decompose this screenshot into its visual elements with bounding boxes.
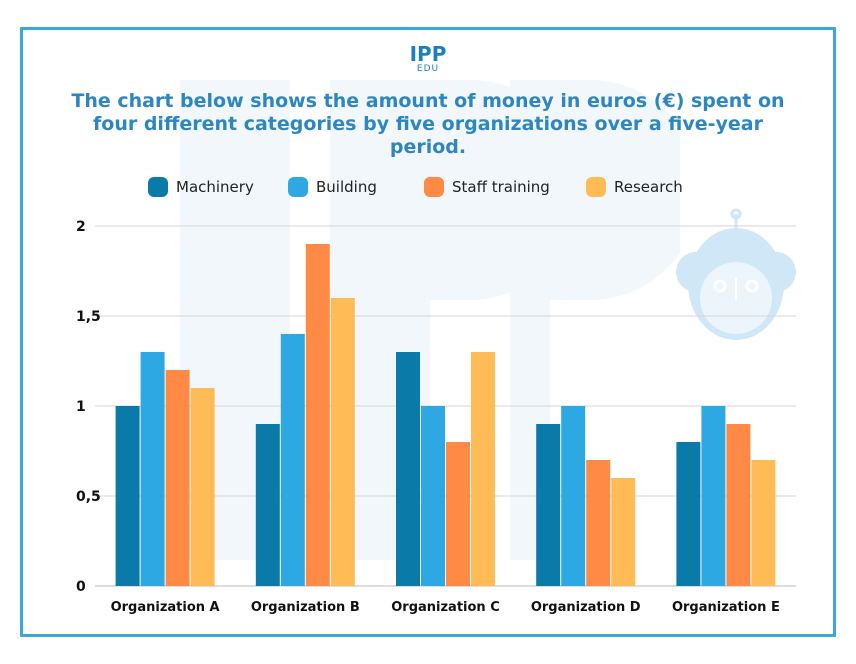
bar-staff-training-3: [586, 460, 611, 586]
legend-item-machinery: Machinery: [148, 175, 254, 199]
legend-label-staff-training: Staff training: [452, 178, 550, 196]
legend-item-building: Building: [288, 175, 377, 199]
bar-machinery-1: [255, 424, 280, 586]
bar-machinery-0: [115, 406, 140, 586]
bar-staff-training-4: [726, 424, 751, 586]
legend-label-building: Building: [316, 178, 377, 196]
legend-label-machinery: Machinery: [176, 178, 254, 196]
logo-main-text: IPP: [409, 42, 447, 66]
bar-staff-training-0: [165, 370, 190, 586]
legend-swatch-machinery: [148, 177, 168, 197]
y-tick-label-1: 0,5: [76, 489, 101, 505]
brand-logo: IPP EDU: [408, 44, 448, 80]
legend-item-research: Research: [586, 175, 683, 199]
chart-legend: Machinery Building Staff training Resear…: [0, 175, 856, 199]
x-tick-label-4: Organization E: [672, 600, 780, 615]
bar-research-4: [751, 460, 776, 586]
bar-building-0: [140, 352, 165, 586]
y-tick-label-3: 1,5: [76, 309, 101, 325]
legend-swatch-research: [586, 177, 606, 197]
bar-machinery-2: [396, 352, 420, 586]
x-tick-label-0: Organization A: [111, 600, 220, 615]
bar-staff-training-1: [305, 244, 330, 586]
bar-building-4: [701, 406, 726, 586]
x-tick-label-1: Organization B: [251, 600, 360, 615]
legend-item-staff-training: Staff training: [424, 175, 550, 199]
bar-building-2: [421, 406, 445, 586]
legend-swatch-building: [288, 177, 308, 197]
chart-title: The chart below shows the amount of mone…: [71, 90, 785, 158]
y-tick-label-2: 1: [76, 399, 86, 415]
logo-sub-text: EDU: [416, 64, 440, 74]
bar-research-1: [330, 298, 355, 586]
legend-swatch-staff-training: [424, 177, 444, 197]
bar-staff-training-2: [446, 442, 470, 586]
bar-machinery-4: [676, 442, 701, 586]
bar-research-3: [611, 478, 636, 586]
bar-machinery-3: [536, 424, 561, 586]
bar-building-3: [561, 406, 586, 586]
bar-research-2: [471, 352, 495, 586]
x-tick-label-3: Organization D: [531, 600, 641, 615]
x-tick-label-2: Organization C: [391, 600, 500, 615]
bar-building-1: [280, 334, 305, 586]
legend-label-research: Research: [614, 178, 683, 196]
y-tick-label-0: 0: [76, 579, 86, 595]
bar-research-0: [190, 388, 215, 586]
y-tick-label-4: 2: [76, 219, 86, 235]
